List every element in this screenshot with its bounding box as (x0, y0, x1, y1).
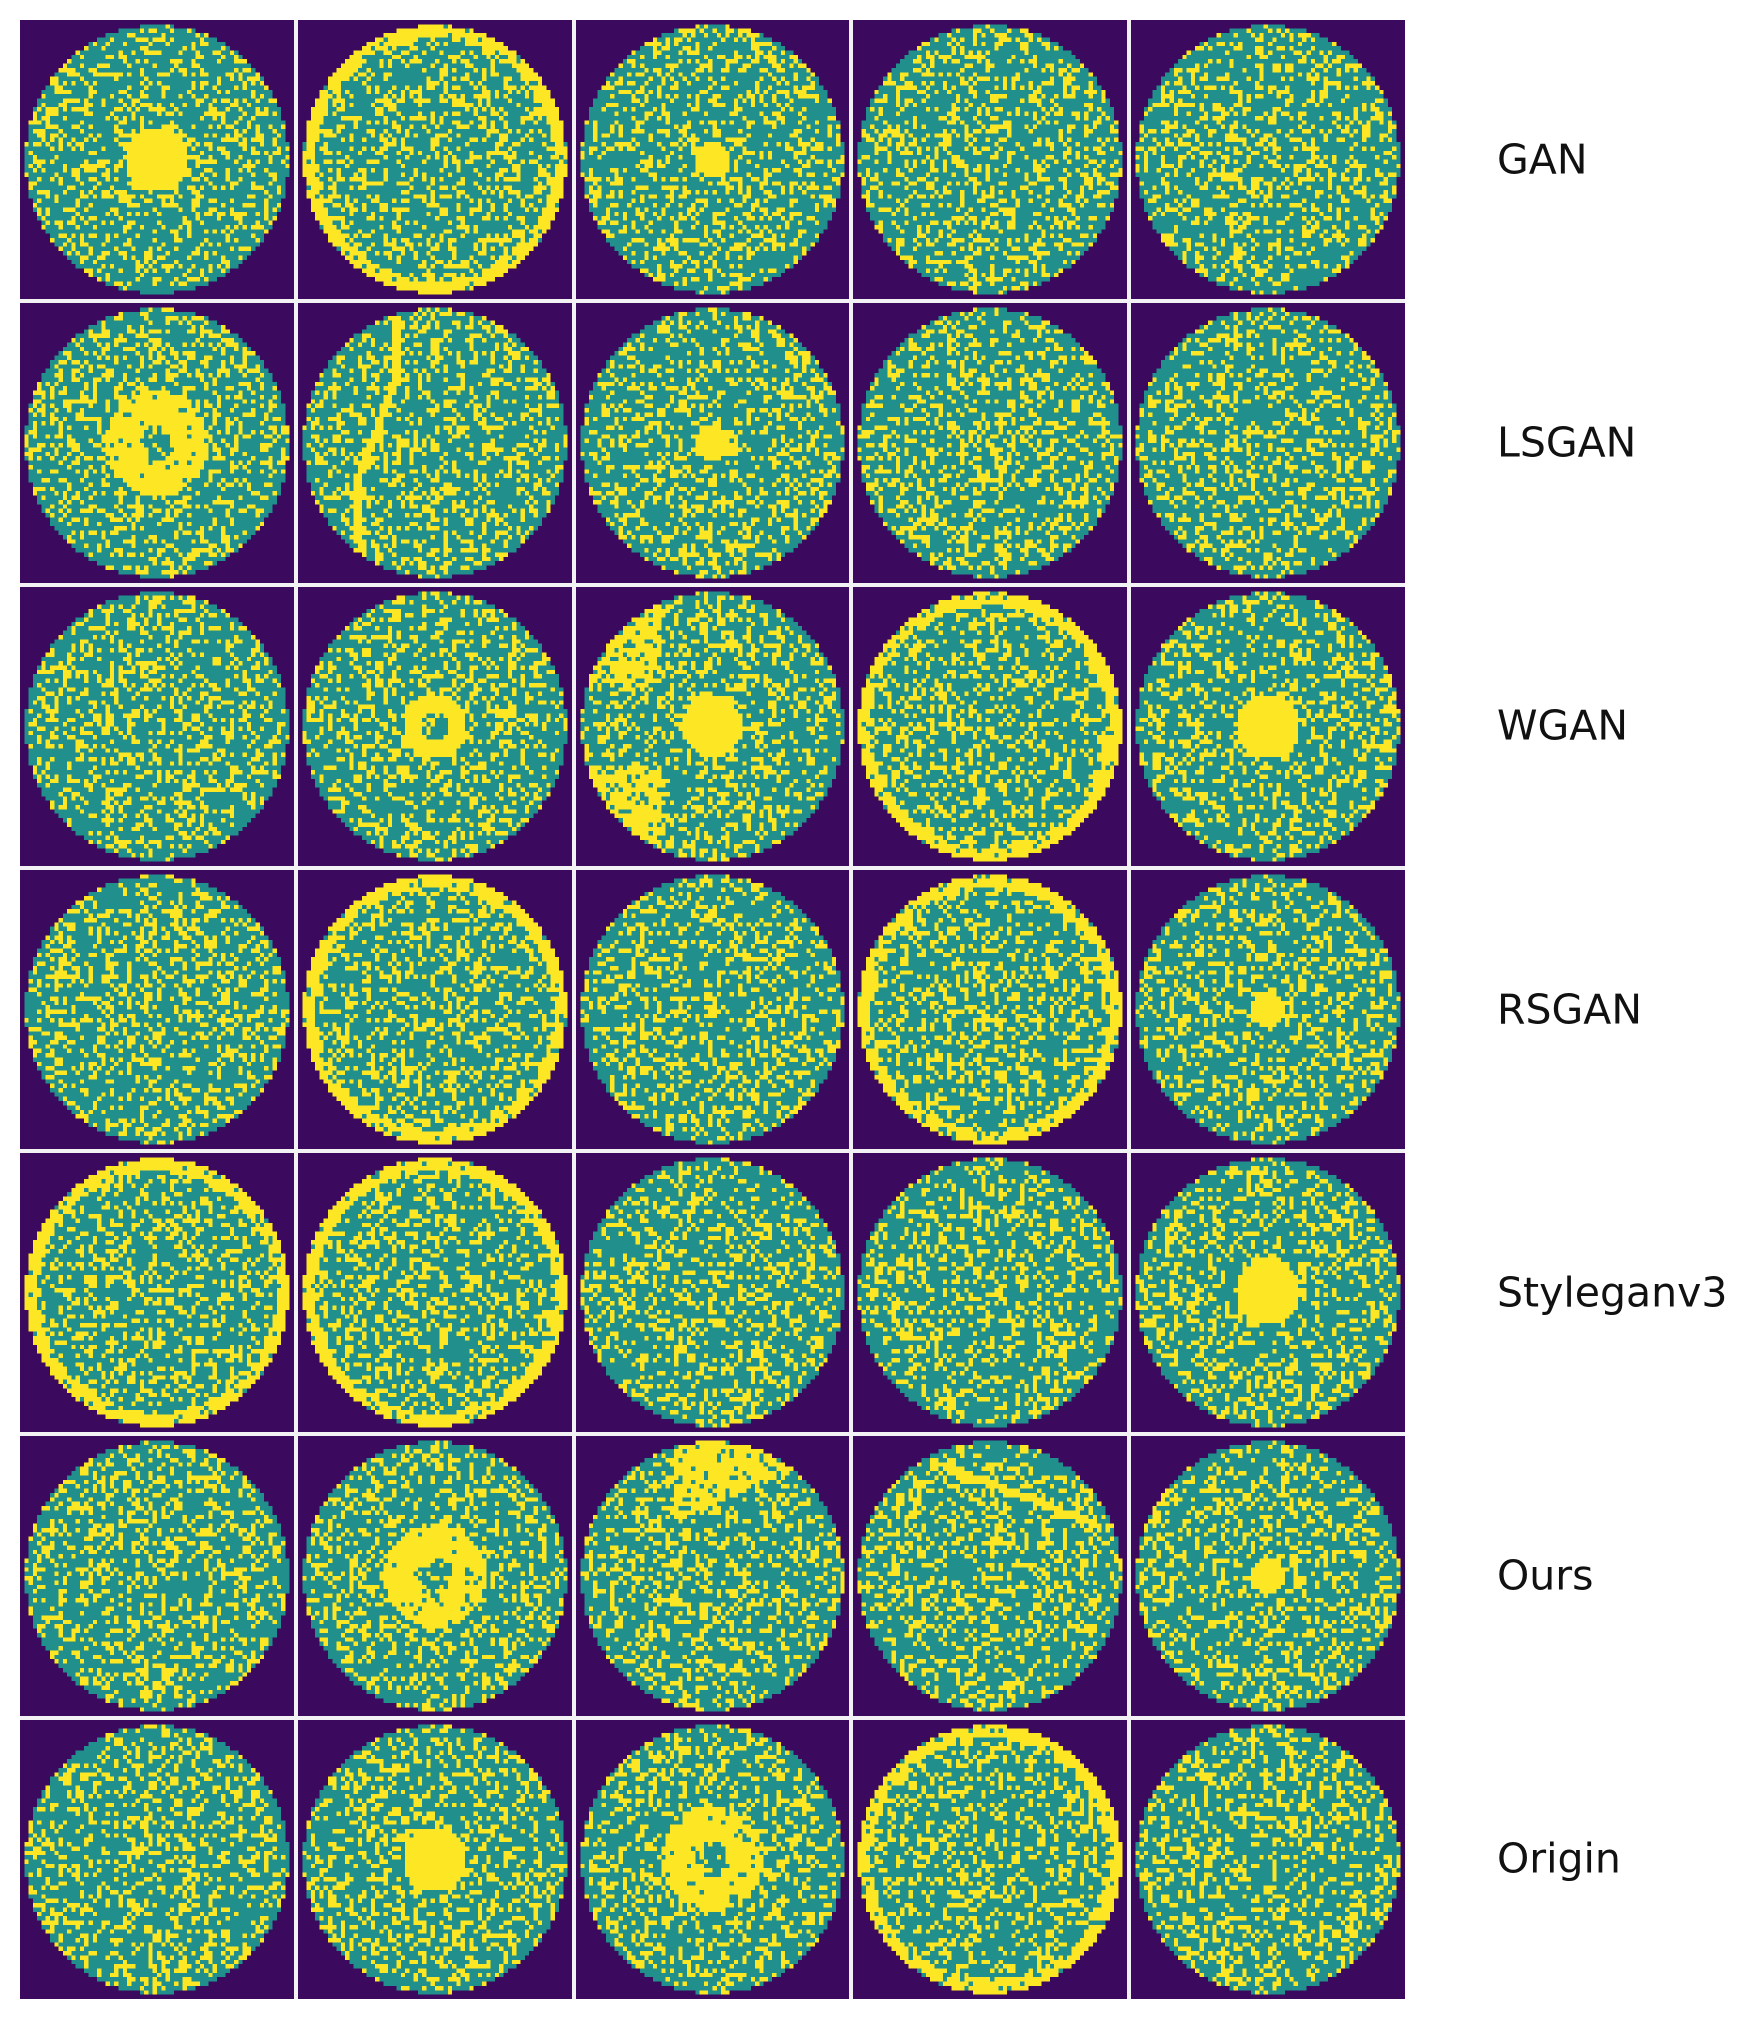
wafer-map-tile (20, 1436, 294, 1716)
wafer-map-image (20, 303, 294, 583)
wafer-map-image (1131, 1719, 1405, 1999)
wafer-map-tile (853, 1436, 1128, 1716)
wafer-map-tile (1131, 303, 1405, 583)
wafer-map-image (20, 1153, 294, 1433)
wafer-map-tile (1131, 1719, 1405, 1999)
wafer-map-image (853, 869, 1128, 1150)
wafer-map-tile (575, 1719, 850, 1999)
wafer-map-image (575, 869, 850, 1150)
wafer-map-tile (575, 869, 850, 1150)
wafer-map-tile (20, 869, 294, 1150)
row-label: WGAN (1497, 701, 1629, 750)
wafer-map-tile (1131, 1436, 1405, 1716)
wafer-map-image (1131, 586, 1405, 866)
wafer-map-image (575, 20, 850, 300)
wafer-map-image (20, 869, 294, 1150)
wafer-map-image (20, 1436, 294, 1716)
wafer-map-image (297, 20, 572, 300)
wafer-map-image (1131, 20, 1405, 300)
wafer-map-image (297, 869, 572, 1150)
wafer-map-image (853, 1719, 1128, 1999)
wafer-map-tile (20, 20, 294, 300)
wafer-map-image (297, 303, 572, 583)
wafer-map-image (297, 1719, 572, 1999)
wafer-map-tile (297, 1153, 572, 1433)
row-label: Ours (1497, 1551, 1594, 1600)
wafer-map-image (575, 303, 850, 583)
wafer-map-tile (20, 586, 294, 866)
wafer-map-tile (1131, 869, 1405, 1150)
wafer-map-image (853, 1153, 1128, 1433)
wafer-map-image (853, 586, 1128, 866)
wafer-map-image (297, 1153, 572, 1433)
wafer-map-tile (853, 869, 1128, 1150)
wafer-map-tile (853, 1153, 1128, 1433)
wafer-map-tile (1131, 586, 1405, 866)
wafer-map-image (575, 586, 850, 866)
wafer-map-tile (575, 1153, 850, 1433)
wafer-map-image (20, 1719, 294, 1999)
wafer-map-image (1131, 869, 1405, 1150)
wafer-map-image (575, 1719, 850, 1999)
row-label: GAN (1497, 135, 1588, 184)
wafer-map-image (853, 303, 1128, 583)
row-label: Styleganv3 (1497, 1268, 1728, 1317)
row-label: RSGAN (1497, 985, 1643, 1033)
wafer-map-tile (297, 303, 572, 583)
wafer-map-image (20, 586, 294, 866)
wafer-map-tile (297, 20, 572, 300)
wafer-map-image (575, 1436, 850, 1716)
wafer-map-image (297, 1436, 572, 1716)
wafer-map-image (853, 20, 1128, 300)
wafer-map-tile (575, 1436, 850, 1716)
wafer-map-tile (853, 586, 1128, 866)
wafer-map-image (1131, 1436, 1405, 1716)
wafer-map-tile (297, 869, 572, 1150)
row-label: LSGAN (1497, 418, 1637, 467)
wafer-map-tile (1131, 1153, 1405, 1433)
wafer-map-tile (297, 586, 572, 866)
wafer-map-image (297, 586, 572, 866)
wafer-map-tile (853, 20, 1128, 300)
wafer-map-tile (1131, 20, 1405, 300)
wafer-map-tile (297, 1436, 572, 1716)
wafer-map-tile (575, 20, 850, 300)
wafer-map-image (575, 1153, 850, 1433)
wafer-map-grid (20, 20, 1405, 1999)
wafer-map-tile (575, 303, 850, 583)
wafer-map-tile (20, 303, 294, 583)
wafer-map-image (1131, 303, 1405, 583)
wafer-map-tile (853, 1719, 1128, 1999)
wafer-map-tile (853, 303, 1128, 583)
wafer-map-tile (20, 1153, 294, 1433)
wafer-map-image (20, 20, 294, 300)
wafer-map-tile (20, 1719, 294, 1999)
wafer-map-tile (575, 586, 850, 866)
wafer-map-tile (297, 1719, 572, 1999)
wafer-map-image (853, 1436, 1128, 1716)
row-label: Origin (1497, 1834, 1621, 1883)
wafer-map-image (1131, 1153, 1405, 1433)
